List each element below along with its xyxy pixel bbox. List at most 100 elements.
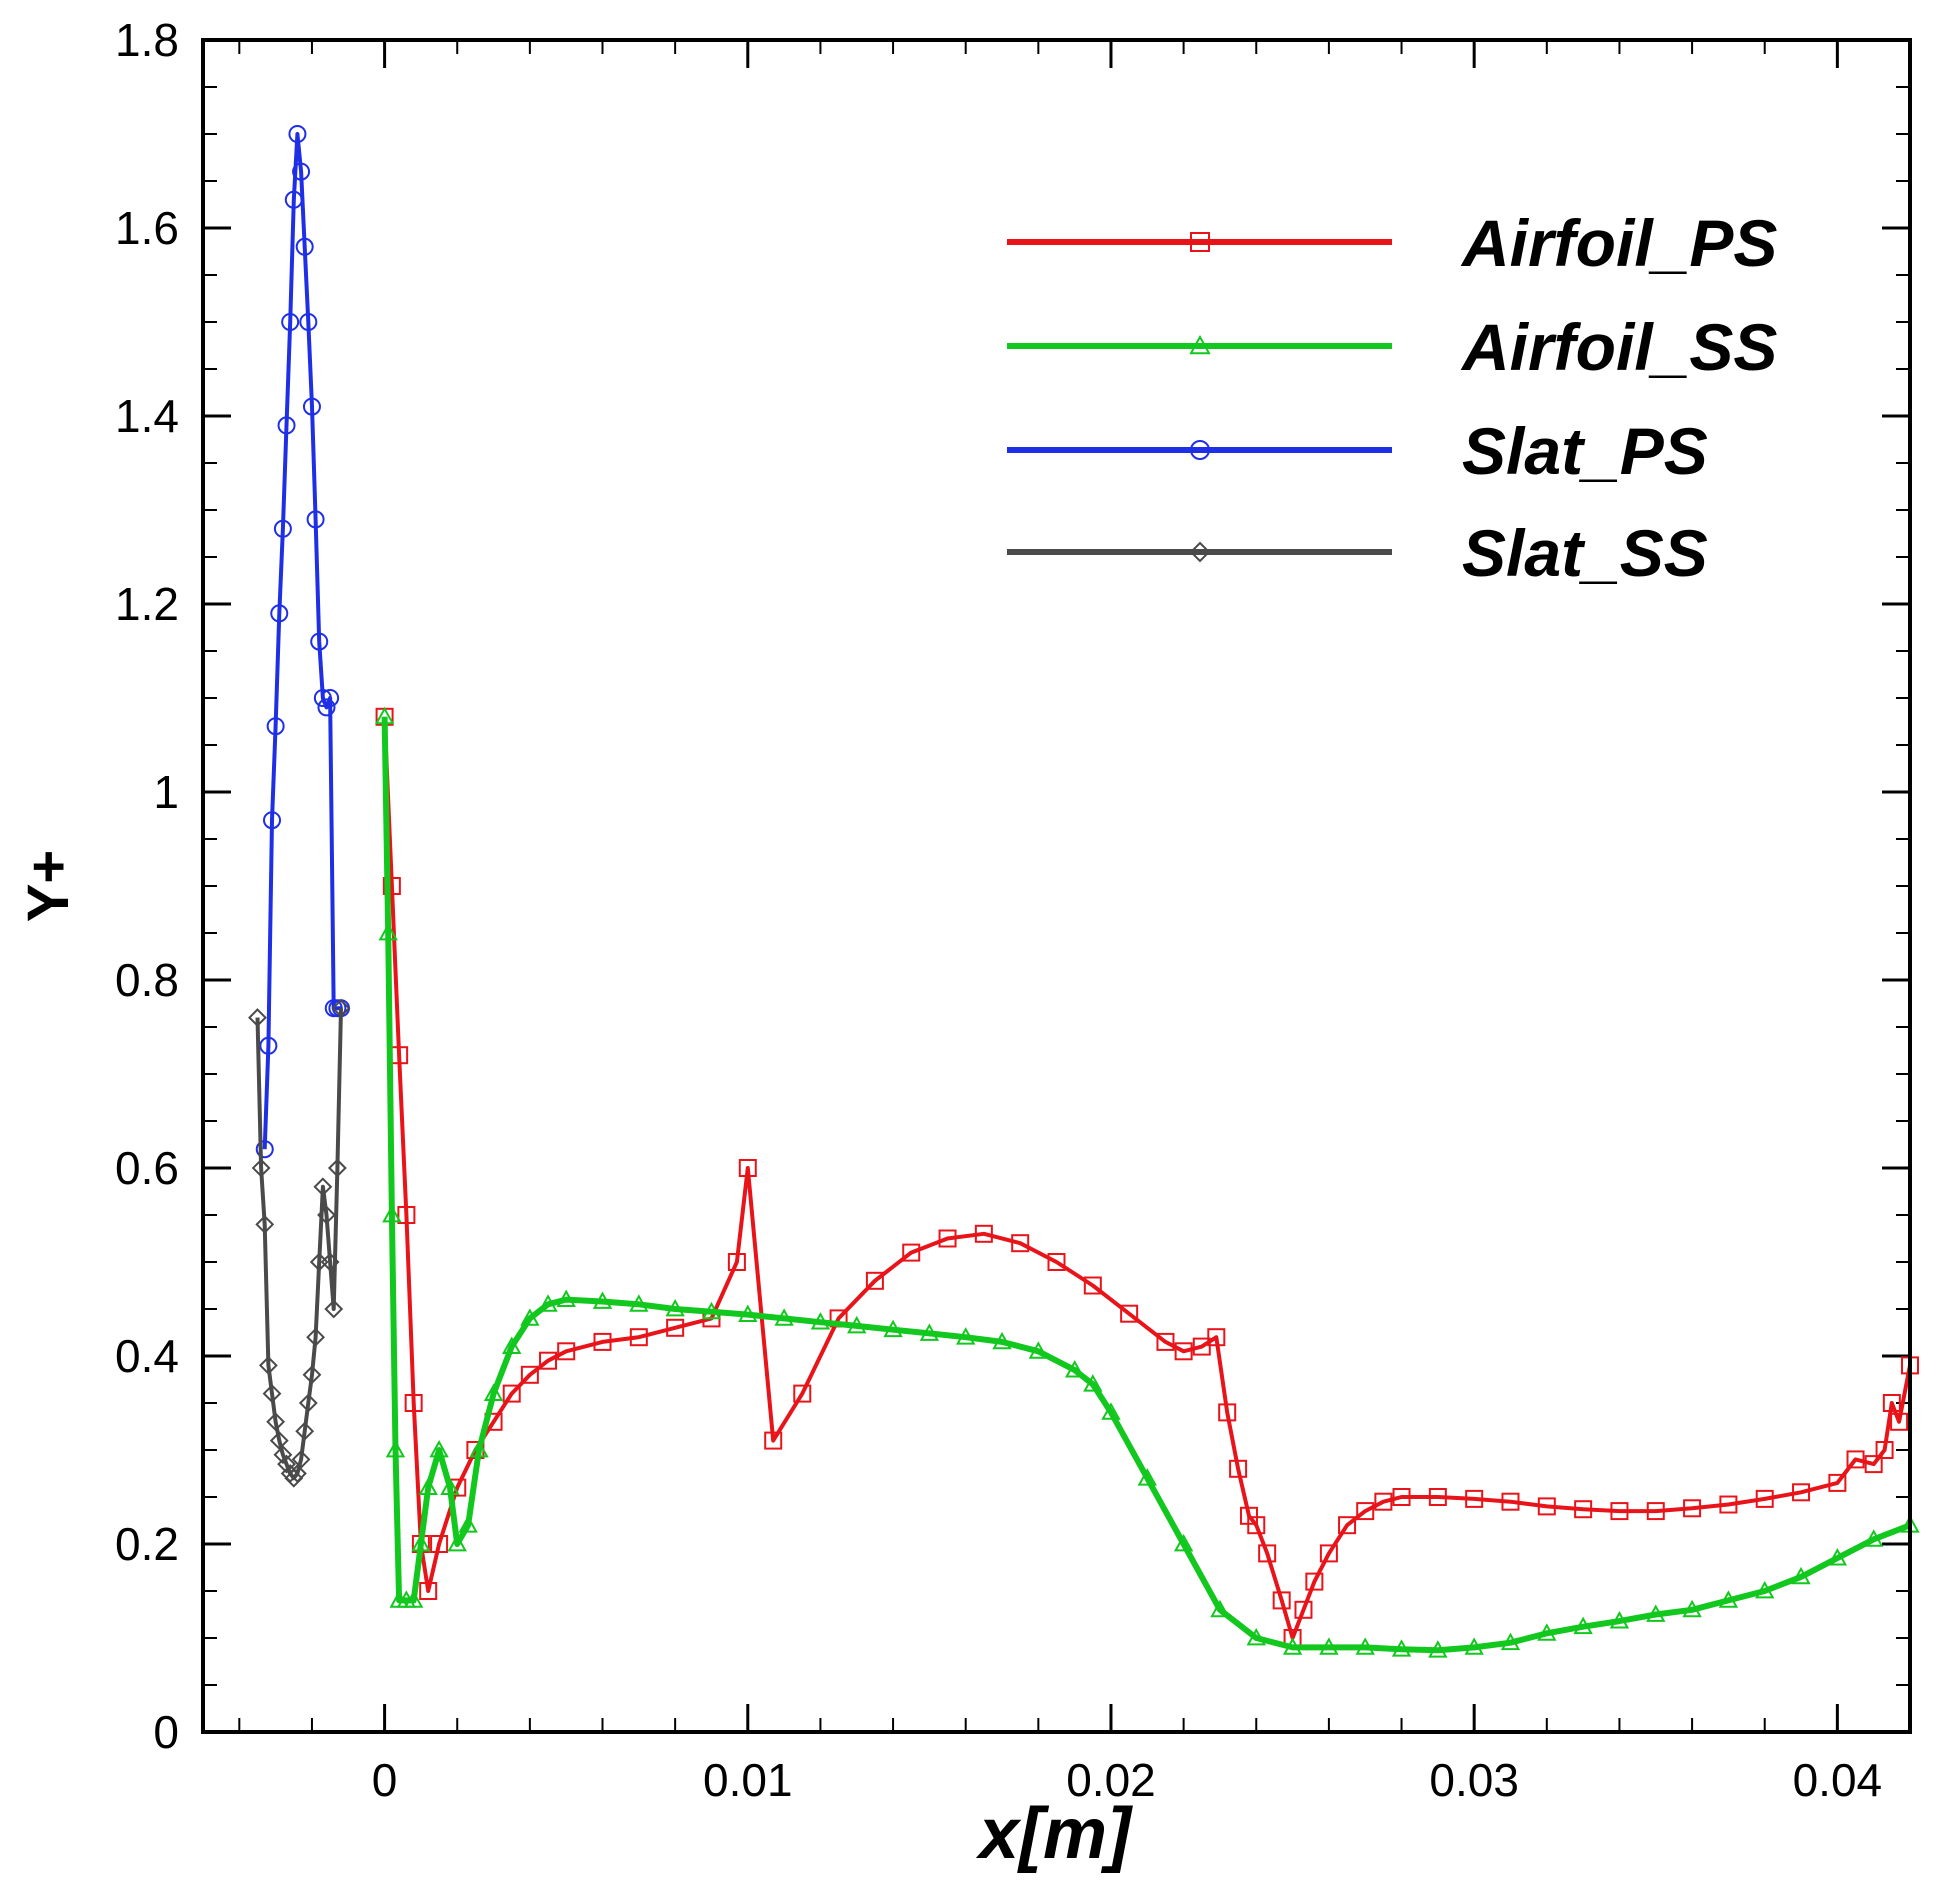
data-point-airfoil-ss — [403, 1590, 424, 1608]
series-slat-ps — [255, 125, 351, 1159]
data-point-slat-ss — [302, 1365, 322, 1385]
legend-item-airfoil-ss: Airfoil_SS — [1007, 310, 1777, 384]
data-point-airfoil-ps — [1374, 1492, 1393, 1511]
data-point-airfoil-ss — [1137, 1468, 1157, 1486]
data-point-slat-ss — [298, 1393, 318, 1413]
data-point-airfoil-ps — [1875, 1441, 1894, 1459]
data-point-airfoil-ss — [378, 922, 398, 941]
series-line-airfoil-ps — [382, 716, 1912, 1640]
data-point-airfoil-ss — [440, 1477, 460, 1495]
data-point-airfoil-ss — [883, 1319, 903, 1338]
legend-label-airfoil-ss: Airfoil_SS — [1460, 310, 1777, 384]
data-point-slat-ss — [324, 1299, 344, 1319]
data-point-airfoil-ps — [1392, 1488, 1411, 1506]
data-point-airfoil-ps — [764, 1431, 783, 1450]
plot-frame — [201, 38, 1912, 1734]
data-point-airfoil-ss — [1246, 1627, 1266, 1646]
data-point-airfoil-ps — [1646, 1502, 1665, 1521]
data-point-airfoil-ss — [502, 1336, 522, 1354]
data-point-airfoil-ps — [738, 1159, 757, 1177]
data-point-airfoil-ps — [593, 1332, 612, 1351]
data-point-airfoil-ps — [1174, 1342, 1193, 1361]
data-point-airfoil-ps — [793, 1384, 812, 1403]
data-point-airfoil-ss — [1173, 1533, 1194, 1552]
y-tick-label: 0 — [153, 1706, 179, 1758]
data-point-slat-ps — [277, 416, 296, 435]
data-point-airfoil-ss — [1428, 1640, 1448, 1658]
data-point-airfoil-ss — [418, 1477, 438, 1495]
data-point-airfoil-ss — [1573, 1616, 1593, 1635]
data-point-airfoil-ps — [1428, 1488, 1447, 1506]
data-point-airfoil-ps — [1207, 1328, 1226, 1347]
y-tick-label: 0.8 — [115, 954, 179, 1006]
data-point-airfoil-ss — [411, 1533, 431, 1552]
legend-item-airfoil-ps: Airfoil_PS — [1007, 206, 1777, 280]
data-point-slat-ss — [273, 1445, 293, 1465]
data-point-airfoil-ps — [1683, 1499, 1702, 1518]
data-point-airfoil-ss — [919, 1323, 940, 1341]
y-tick-label: 1.2 — [115, 578, 179, 630]
data-point-slat-ss — [251, 1158, 271, 1178]
data-point-airfoil-ps — [1083, 1276, 1102, 1295]
data-point-airfoil-ss — [1682, 1599, 1702, 1618]
data-point-slat-ps — [284, 190, 303, 209]
data-point-airfoil-ss — [483, 1383, 504, 1401]
data-point-slat-ps — [306, 510, 325, 529]
data-point-slat-ss — [266, 1412, 286, 1432]
data-point-slat-ss — [262, 1384, 282, 1404]
legend: Airfoil_PS Airfoil_SS Slat_PS Slat_SS — [1007, 206, 1777, 590]
y-tick-label: 0.4 — [115, 1330, 179, 1382]
data-point-airfoil-ps — [1792, 1483, 1811, 1502]
data-point-airfoil-ss — [1064, 1360, 1085, 1378]
data-point-airfoil-ps — [520, 1365, 539, 1384]
data-point-slat-ps — [273, 519, 292, 538]
data-point-slat-ss — [327, 1158, 347, 1178]
legend-marker-airfoil-ss — [1189, 334, 1211, 355]
data-point-airfoil-ss — [774, 1308, 794, 1326]
legend-label-airfoil-ps: Airfoil_PS — [1460, 206, 1777, 280]
series-slat-ss — [248, 998, 351, 1488]
data-point-airfoil-ss — [1718, 1590, 1739, 1608]
data-point-slat-ss — [277, 1454, 296, 1474]
data-point-airfoil-ss — [520, 1308, 540, 1326]
data-point-airfoil-ss — [1319, 1637, 1339, 1655]
y-axis-title: Y+ — [16, 850, 81, 923]
data-point-airfoil-ss — [1863, 1529, 1884, 1547]
data-point-slat-ss — [288, 1464, 307, 1483]
series-line-slat-ss — [255, 1008, 343, 1481]
data-point-airfoil-ps — [430, 1535, 449, 1553]
data-point-airfoil-ps — [938, 1229, 957, 1248]
data-point-slat-ss — [284, 1468, 304, 1488]
data-point-airfoil-ps — [1890, 1412, 1909, 1431]
data-point-airfoil-ps — [1755, 1489, 1774, 1508]
legend-marker-slat-ps — [1190, 440, 1210, 460]
data-point-airfoil-ps — [1356, 1502, 1375, 1521]
data-point-slat-ss — [255, 1214, 275, 1234]
data-point-airfoil-ss — [1464, 1637, 1484, 1655]
y-tick-label: 0.2 — [115, 1518, 179, 1570]
legend-marker-airfoil-ps — [1190, 232, 1210, 252]
data-point-slat-ps — [313, 689, 332, 707]
data-point-airfoil-ps — [1501, 1492, 1520, 1511]
data-point-airfoil-ps — [1156, 1332, 1175, 1351]
data-point-slat-ps — [321, 689, 340, 707]
data-point-airfoil-ps — [1218, 1403, 1237, 1422]
data-point-airfoil-ps — [397, 1206, 416, 1224]
series-line-airfoil-ss — [381, 716, 1912, 1654]
data-point-airfoil-ps — [865, 1271, 884, 1290]
data-point-airfoil-ps — [1846, 1450, 1865, 1469]
data-point-airfoil-ss — [738, 1304, 758, 1323]
legend-item-slat-ss: Slat_SS — [1007, 516, 1708, 590]
y-tick-label: 1.6 — [115, 202, 179, 254]
data-point-airfoil-ps — [1537, 1497, 1556, 1516]
data-point-slat-ss — [331, 998, 351, 1018]
data-point-airfoil-ps — [419, 1582, 438, 1600]
data-point-airfoil-ps — [382, 877, 401, 895]
y-tick-label: 0.6 — [115, 1142, 179, 1194]
data-point-slat-ss — [248, 1008, 267, 1028]
data-point-slat-ps — [270, 604, 289, 623]
x-tick-label: 0.03 — [1429, 1754, 1519, 1806]
data-point-slat-ps — [302, 397, 321, 416]
data-point-slat-ps — [255, 1140, 274, 1159]
x-tick-label: 0.02 — [1066, 1754, 1156, 1806]
